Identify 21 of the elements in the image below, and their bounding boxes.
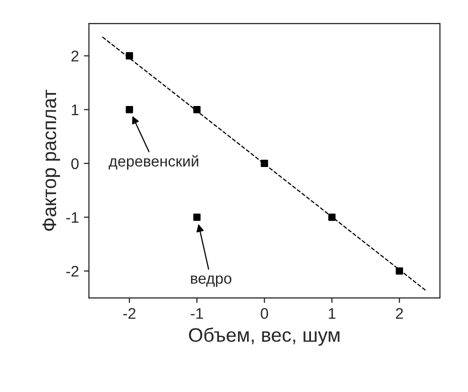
annotation: деревенский xyxy=(108,155,198,170)
point xyxy=(193,214,201,221)
y-tick-label: 1 xyxy=(72,104,78,116)
x-tick-label: -2 xyxy=(123,308,136,319)
annotation: ведро xyxy=(191,275,232,287)
x-tick-label: 0 xyxy=(260,308,268,319)
x-tick-label: 1 xyxy=(328,308,336,319)
x-axis-title: Объем, вес, шум xyxy=(189,327,340,346)
y-tick-label: 2 xyxy=(71,50,78,62)
y-axis-title: Фактор расплат xyxy=(42,90,60,231)
point xyxy=(193,106,201,114)
y-tick-label: 0 xyxy=(71,158,79,170)
point xyxy=(126,52,134,60)
point xyxy=(328,214,336,221)
x-tick-label: 2 xyxy=(396,308,403,319)
point xyxy=(126,106,134,114)
x-tick-label: -1 xyxy=(190,308,203,319)
point xyxy=(260,160,268,168)
point xyxy=(396,267,404,275)
y-tick-label: -1 xyxy=(66,212,78,223)
y-tick-label: -2 xyxy=(66,266,78,277)
